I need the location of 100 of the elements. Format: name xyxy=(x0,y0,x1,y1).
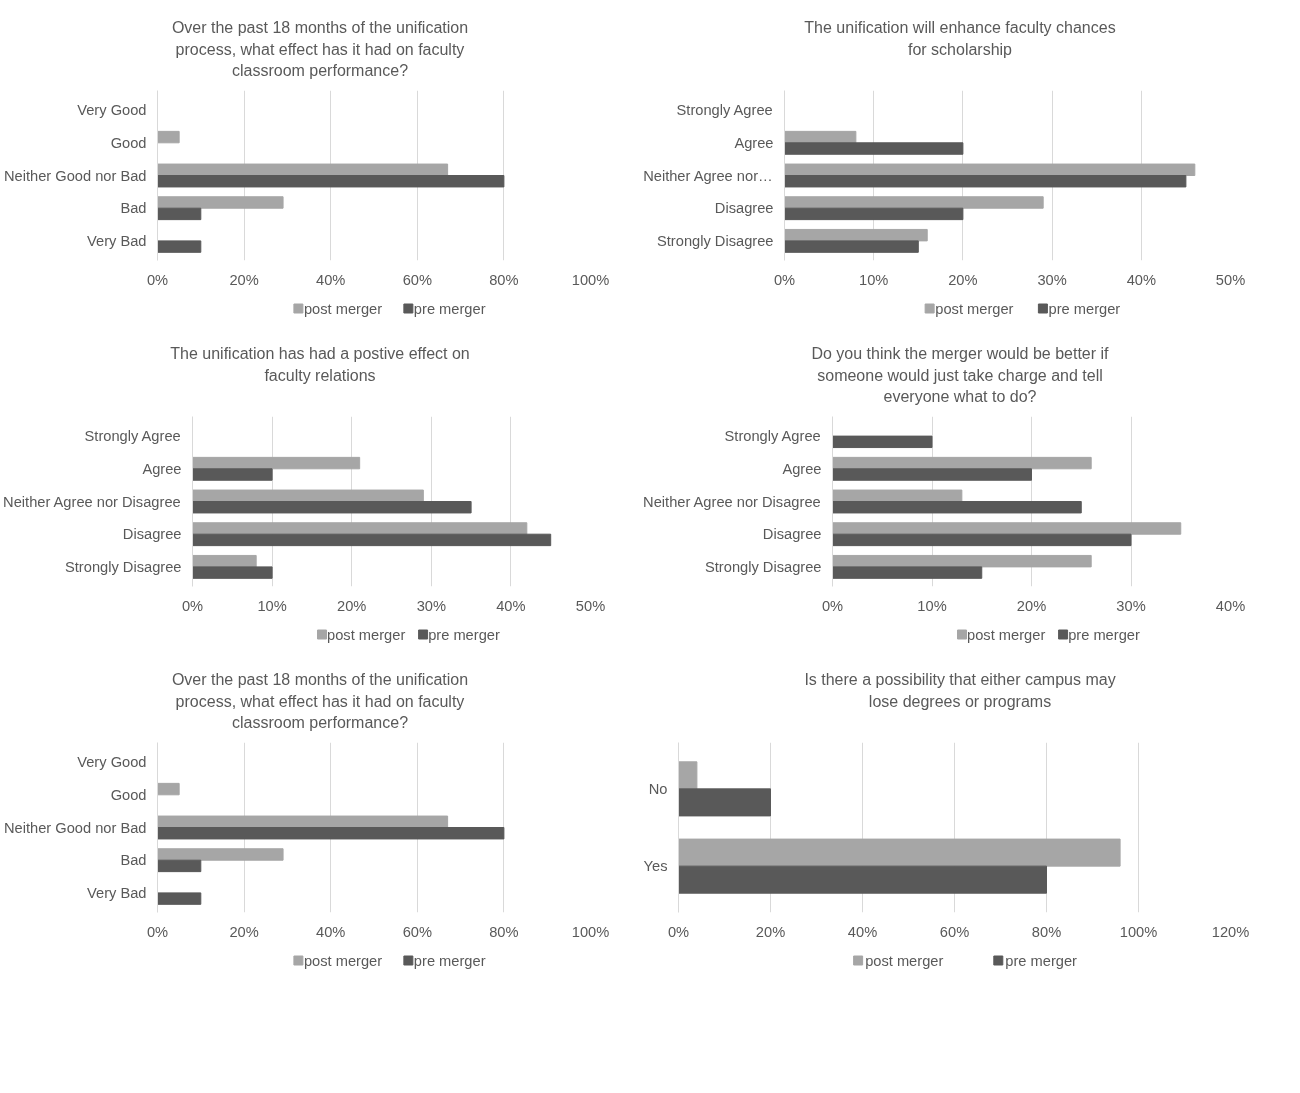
chart-title: Is there a possibility that either campus may lose degrees or programs xyxy=(803,670,1117,712)
bar xyxy=(192,501,472,514)
bar xyxy=(678,788,771,817)
bar xyxy=(157,207,202,221)
bar xyxy=(832,566,983,579)
bar xyxy=(832,533,1132,547)
x-tick-label: 80% xyxy=(489,923,519,940)
y-tick-label: Bad xyxy=(120,200,147,217)
y-tick-label: Neither Agree nor Disagree xyxy=(3,493,181,510)
x-tick-label: 40% xyxy=(847,923,878,940)
bar xyxy=(832,468,1032,481)
bar xyxy=(678,761,698,790)
bar xyxy=(832,554,1092,568)
legend-label: post merger xyxy=(303,952,383,969)
x-tick-label: 20% xyxy=(229,923,259,940)
y-tick-label: Neither Good nor Bad xyxy=(3,167,147,184)
x-tick-label: 120% xyxy=(1211,923,1250,940)
chart-title: Over the past 18 months of the unification process, what effect has it had on faculty classroom performance? xyxy=(170,18,470,82)
bar xyxy=(192,533,552,547)
x-tick-label: 40% xyxy=(496,597,526,614)
y-tick-label: Strongly Disagree xyxy=(657,232,774,249)
x-tick-label: 0% xyxy=(146,271,169,288)
legend-label: post merger xyxy=(967,626,1046,643)
bar xyxy=(192,468,273,481)
bar xyxy=(157,130,180,144)
y-tick-label: No xyxy=(648,780,668,797)
legend-label: pre merger xyxy=(1068,626,1140,643)
x-tick-label: 80% xyxy=(1031,923,1062,940)
legend-label: pre merger xyxy=(428,626,500,643)
x-tick-label: 40% xyxy=(1215,597,1246,614)
chart-title: The unification has had a postive effect on faculty relations xyxy=(169,344,471,386)
bar xyxy=(832,456,1092,470)
chart-title: Do you think the merger would be better if someone would just take charge and tell everyone what to do? xyxy=(810,344,1110,408)
x-tick-label: 0% xyxy=(146,923,169,940)
x-tick-label: 50% xyxy=(575,597,606,614)
y-tick-label: Very Bad xyxy=(87,884,147,901)
bar xyxy=(832,489,963,502)
x-tick-label: 40% xyxy=(316,923,346,940)
y-tick-label: Bad xyxy=(120,852,147,869)
y-tick-label: Strongly Disagree xyxy=(65,558,182,575)
y-tick-label: Disagree xyxy=(714,200,774,217)
x-tick-label: 20% xyxy=(1016,597,1047,614)
bar xyxy=(832,501,1082,514)
bar xyxy=(157,196,284,209)
bar xyxy=(157,782,180,796)
x-tick-label: 100% xyxy=(571,923,610,940)
bar xyxy=(157,827,505,840)
x-tick-label: 20% xyxy=(948,271,978,288)
y-tick-label: Agree xyxy=(142,460,182,477)
bar xyxy=(784,163,1196,176)
y-tick-label: Neither Good nor Bad xyxy=(3,819,147,836)
x-tick-label: 30% xyxy=(416,597,446,614)
x-tick-label: 50% xyxy=(1215,271,1246,288)
bar xyxy=(192,456,361,470)
bar xyxy=(157,859,202,873)
bar xyxy=(192,566,273,579)
x-tick-label: 30% xyxy=(1116,597,1146,614)
legend-label: pre merger xyxy=(1005,952,1078,969)
y-tick-label: Strongly Agree xyxy=(724,428,821,445)
legend-label: post merger xyxy=(327,626,406,643)
bar xyxy=(157,892,202,905)
legend-label: pre merger xyxy=(413,952,486,969)
chart-title: The unification will enhance faculty chances for scholarship xyxy=(803,18,1117,60)
x-tick-label: 60% xyxy=(402,271,432,288)
y-tick-label: Very Good xyxy=(77,102,147,119)
bar xyxy=(157,848,284,861)
bar xyxy=(784,142,964,155)
x-tick-label: 0% xyxy=(773,271,796,288)
x-tick-label: 60% xyxy=(402,923,432,940)
bar xyxy=(678,838,1121,867)
bar xyxy=(784,240,919,253)
bar xyxy=(832,435,933,449)
legend-label: pre merger xyxy=(1048,300,1121,317)
y-tick-label: Good xyxy=(110,786,147,803)
bar xyxy=(157,240,202,253)
y-tick-label: Strongly Disagree xyxy=(705,558,822,575)
x-tick-label: 0% xyxy=(181,597,204,614)
bar xyxy=(784,196,1044,209)
x-tick-label: 40% xyxy=(316,271,346,288)
y-tick-label: Disagree xyxy=(762,526,822,543)
x-tick-label: 10% xyxy=(257,597,287,614)
chart-title: Over the past 18 months of the unification process, what effect has it had on faculty classroom performance? xyxy=(170,670,470,734)
y-tick-label: Strongly Agree xyxy=(84,428,181,445)
bar xyxy=(192,522,528,535)
x-tick-label: 60% xyxy=(939,923,970,940)
x-tick-label: 0% xyxy=(667,923,690,940)
x-tick-label: 100% xyxy=(571,271,610,288)
bar xyxy=(784,175,1187,188)
legend-label: pre merger xyxy=(413,300,486,317)
y-tick-label: Strongly Agree xyxy=(676,102,773,119)
y-tick-label: Disagree xyxy=(122,526,182,543)
x-tick-label: 20% xyxy=(229,271,259,288)
legend-label: post merger xyxy=(303,300,383,317)
bar xyxy=(157,815,449,828)
x-tick-label: 30% xyxy=(1037,271,1067,288)
x-tick-label: 0% xyxy=(821,597,844,614)
x-tick-label: 10% xyxy=(917,597,947,614)
y-tick-label: Neither Agree nor… xyxy=(643,167,773,184)
legend-label: post merger xyxy=(935,300,1014,317)
y-tick-label: Very Good xyxy=(77,754,147,771)
